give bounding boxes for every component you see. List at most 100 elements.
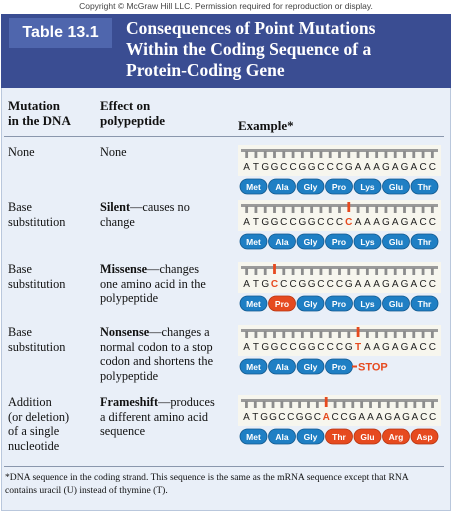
mutation-type-line: Base bbox=[8, 262, 32, 276]
amino-acid-bead: Asp bbox=[410, 428, 439, 445]
nucleotide: G bbox=[345, 342, 353, 353]
base-tick bbox=[393, 268, 397, 275]
nucleotide: C bbox=[429, 279, 436, 290]
base-tick bbox=[273, 331, 276, 338]
amino-acid-label: Thr bbox=[418, 299, 432, 309]
nucleotide: C bbox=[420, 412, 427, 423]
base-tick bbox=[263, 268, 267, 275]
base-tick bbox=[430, 206, 434, 213]
column-header-effect: Effect on polypeptide bbox=[100, 98, 166, 128]
base-tick bbox=[412, 151, 416, 158]
amino-acid-bead: Glu bbox=[353, 428, 382, 445]
nucleotide: C bbox=[336, 342, 343, 353]
amino-acid-bead: Gly bbox=[296, 428, 325, 445]
nucleotide: C bbox=[327, 342, 334, 353]
base-tick bbox=[412, 268, 416, 275]
base-tick bbox=[384, 331, 388, 338]
nucleotide: A bbox=[243, 217, 250, 228]
mutated-nucleotide: A bbox=[323, 412, 330, 423]
base-tick bbox=[430, 268, 434, 275]
table-title-line: Within the Coding Sequence of a bbox=[126, 39, 372, 59]
base-tick bbox=[282, 151, 286, 158]
nucleotide: G bbox=[308, 217, 316, 228]
effect-cell: Frameshift—produces a different amino aci… bbox=[100, 395, 215, 439]
base-tick bbox=[319, 268, 323, 275]
base-tick bbox=[338, 268, 341, 275]
amino-acid-bead: Glu bbox=[382, 295, 410, 312]
amino-acid-bead: Thr bbox=[410, 178, 439, 195]
dna-backbone bbox=[241, 266, 438, 269]
mutated-base-tick bbox=[324, 397, 328, 407]
nucleotide: T bbox=[253, 342, 259, 353]
amino-acid-bead: Glu bbox=[382, 178, 410, 195]
mutated-nucleotide: C bbox=[345, 217, 352, 228]
effect-line: None bbox=[100, 145, 127, 159]
nucleotide: G bbox=[401, 217, 409, 228]
nucleotide: C bbox=[336, 279, 343, 290]
base-tick bbox=[298, 401, 302, 408]
nucleotide: G bbox=[271, 217, 279, 228]
base-tick bbox=[289, 401, 293, 408]
nucleotide: C bbox=[340, 412, 347, 423]
nucleotide: A bbox=[355, 162, 362, 173]
amino-acid-bead: Met bbox=[239, 178, 268, 195]
amino-acid-label: Pro bbox=[332, 299, 346, 309]
base-tick bbox=[365, 151, 369, 158]
effect-line: codon and shortens the bbox=[100, 354, 214, 368]
base-tick bbox=[300, 268, 304, 275]
footnote: *DNA sequence in the coding strand. This… bbox=[5, 471, 445, 497]
amino-acid-bead: Arg bbox=[382, 428, 410, 445]
effect-line: sequence bbox=[100, 424, 146, 438]
amino-acid-label: Thr bbox=[418, 182, 432, 192]
amino-acid-label: Glu bbox=[389, 182, 403, 192]
base-tick bbox=[347, 331, 351, 338]
nucleotide: C bbox=[336, 162, 343, 173]
base-tick bbox=[356, 151, 360, 158]
base-tick bbox=[365, 206, 369, 213]
effect-cell: Nonsense—changes a normal codon to a stop… bbox=[100, 325, 213, 383]
nucleotide: G bbox=[271, 342, 279, 353]
base-tick bbox=[315, 401, 319, 408]
nucleotide: C bbox=[287, 412, 294, 423]
nucleotide: T bbox=[252, 412, 258, 423]
nucleotide: C bbox=[317, 217, 324, 228]
amino-acid-label: Ala bbox=[275, 362, 289, 372]
amino-acid-label: Met bbox=[246, 237, 261, 247]
nucleotide: C bbox=[280, 162, 287, 173]
base-tick bbox=[421, 331, 425, 338]
nucleotide: C bbox=[289, 162, 296, 173]
nucleotide: A bbox=[243, 412, 250, 423]
nucleotide: G bbox=[349, 412, 357, 423]
nucleotide: A bbox=[355, 279, 362, 290]
nucleotide: G bbox=[261, 279, 269, 290]
mutation-type-cell: Base substitution bbox=[8, 325, 65, 354]
base-tick bbox=[254, 331, 258, 338]
mutation-type-line: of a single bbox=[8, 424, 60, 438]
amino-acid-bead: Lys bbox=[353, 233, 382, 250]
amino-acid-label: Met bbox=[246, 432, 261, 442]
nucleotide: C bbox=[327, 162, 334, 173]
effect-line: one amino acid in the bbox=[100, 276, 206, 291]
effect-line: normal codon to a stop bbox=[100, 339, 213, 354]
mutation-type-cell: None bbox=[8, 145, 35, 160]
copyright-notice: Copyright © McGraw Hill LLC. Permission … bbox=[79, 1, 373, 11]
amino-acid-label: Met bbox=[246, 299, 261, 309]
base-tick bbox=[319, 206, 323, 213]
nucleotide: A bbox=[410, 162, 417, 173]
amino-acid-bead: Met bbox=[239, 428, 268, 445]
nucleotide: C bbox=[280, 279, 287, 290]
mutation-type-line: substitution bbox=[8, 276, 66, 291]
nucleotide: C bbox=[419, 279, 426, 290]
mutation-type-line: Base bbox=[8, 200, 32, 214]
amino-acid-bead: Gly bbox=[296, 178, 325, 195]
nucleotide: A bbox=[392, 217, 399, 228]
base-tick bbox=[356, 268, 360, 275]
base-tick bbox=[291, 268, 295, 275]
amino-acid-label: Pro bbox=[332, 182, 346, 192]
amino-acid-bead: Ala bbox=[268, 358, 296, 375]
nucleotide: C bbox=[317, 342, 324, 353]
table-title: Consequences of Point Mutations Within t… bbox=[126, 18, 446, 81]
nucleotide: G bbox=[298, 217, 306, 228]
nucleotide: C bbox=[429, 342, 436, 353]
